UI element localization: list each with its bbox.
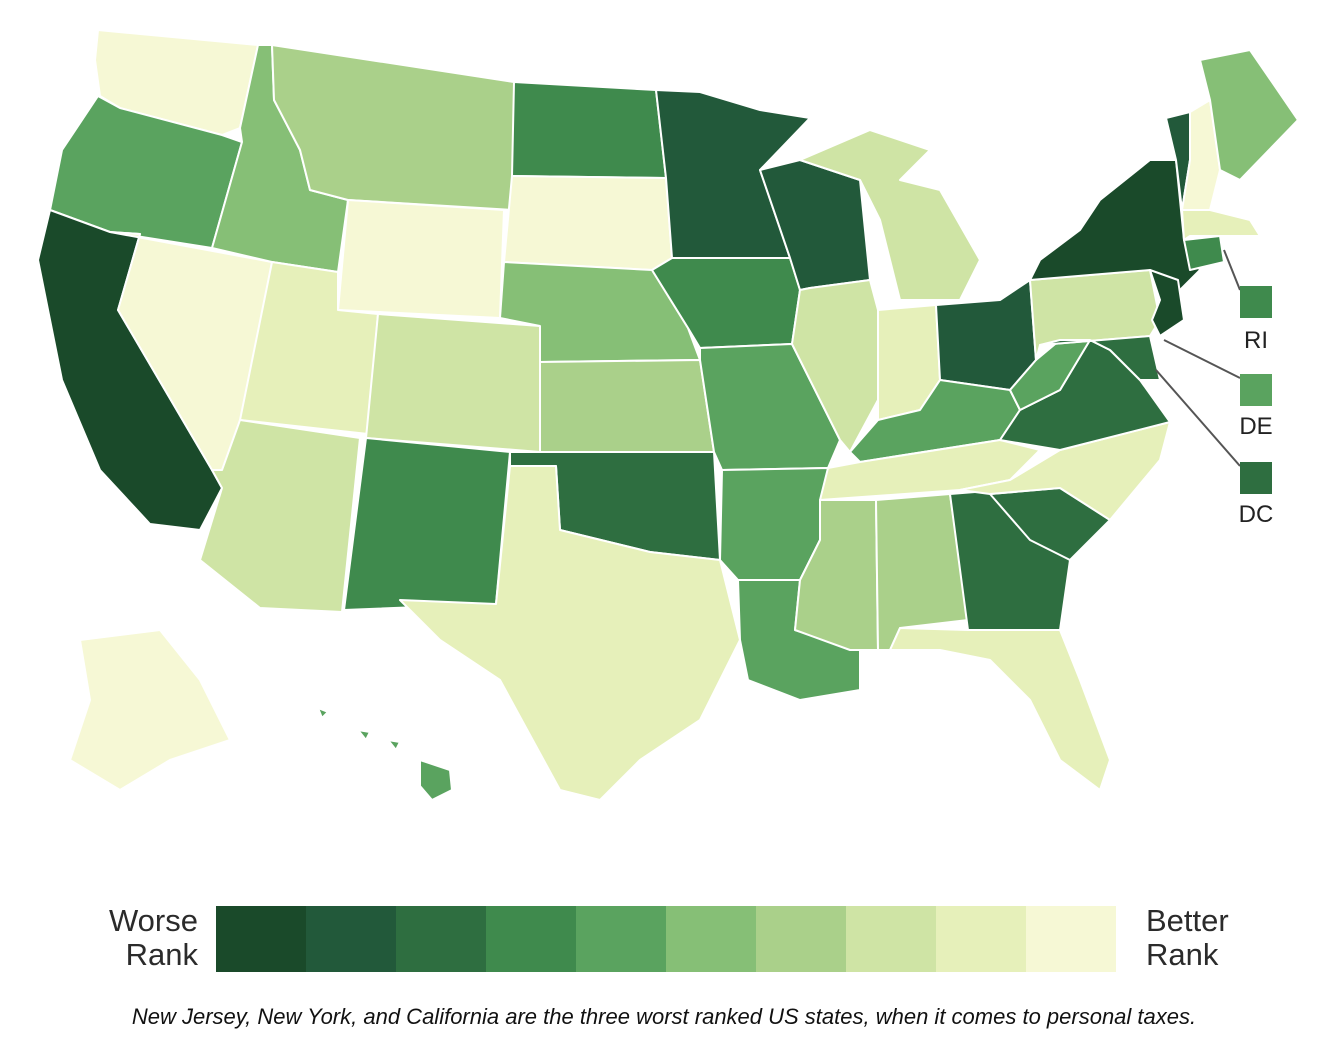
state-md[interactable] <box>1039 335 1161 381</box>
small-state-callouts: RI DE DC <box>1155 249 1274 528</box>
legend-swatch <box>396 906 486 972</box>
state-nc[interactable] <box>959 421 1171 521</box>
state-sd[interactable] <box>503 175 673 271</box>
callout-swatch-dc <box>1240 462 1272 494</box>
rank-legend: Worse Rank Better Rank <box>90 904 1250 974</box>
legend-worse-label: Worse Rank <box>90 904 198 972</box>
states-layer <box>37 29 1299 801</box>
callout-label-ri: RI <box>1244 327 1268 354</box>
legend-swatch <box>306 906 396 972</box>
state-nd[interactable] <box>511 81 667 179</box>
state-co[interactable] <box>365 313 541 453</box>
legend-better-line1: Better <box>1146 903 1229 938</box>
state-me[interactable] <box>1199 49 1299 181</box>
state-hi[interactable] <box>317 707 453 801</box>
state-wy[interactable] <box>337 199 505 319</box>
state-az[interactable] <box>199 419 361 613</box>
callout-swatch-de <box>1240 374 1272 406</box>
us-choropleth-map: RI DE DC <box>37 29 1299 801</box>
legend-swatch <box>576 906 666 972</box>
legend-color-scale <box>216 906 1116 972</box>
legend-swatch <box>666 906 756 972</box>
legend-worse-line2: Rank <box>125 937 198 972</box>
callout-swatch-ri <box>1240 286 1272 318</box>
state-ks[interactable] <box>539 359 715 453</box>
figure-caption: New Jersey, New York, and California are… <box>131 1004 1197 1029</box>
callout-label-de: DE <box>1239 413 1272 440</box>
legend-swatch <box>936 906 1026 972</box>
state-ma[interactable] <box>1181 209 1261 241</box>
state-mt[interactable] <box>271 44 515 211</box>
state-nj[interactable] <box>1149 269 1185 337</box>
legend-better-label: Better Rank <box>1146 904 1256 972</box>
state-il[interactable] <box>791 279 879 453</box>
legend-better-line2: Rank <box>1146 937 1219 972</box>
legend-swatch <box>756 906 846 972</box>
legend-swatch <box>1026 906 1116 972</box>
state-mi[interactable] <box>799 129 981 301</box>
legend-swatch <box>846 906 936 972</box>
state-fl[interactable] <box>889 627 1111 791</box>
state-ak[interactable] <box>69 629 231 791</box>
legend-worse-line1: Worse <box>108 903 198 938</box>
legend-swatch <box>216 906 306 972</box>
state-nm[interactable] <box>343 437 511 611</box>
callout-label-dc: DC <box>1239 501 1274 528</box>
legend-swatch <box>486 906 576 972</box>
state-ct[interactable] <box>1183 235 1225 271</box>
state-tx[interactable] <box>399 465 741 801</box>
